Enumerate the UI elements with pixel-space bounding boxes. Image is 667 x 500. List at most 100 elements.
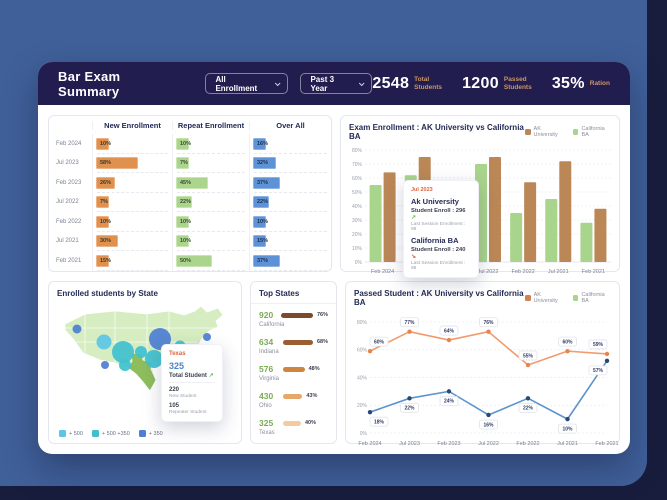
enrollment-bar[interactable]: 10% xyxy=(176,235,191,248)
period-filter-value: Past 3 Year xyxy=(310,74,335,93)
state-bubble[interactable] xyxy=(112,341,134,363)
trend-down-icon: ↘ xyxy=(411,254,417,260)
svg-text:77%: 77% xyxy=(404,320,415,326)
table-cell: 16% xyxy=(249,134,331,154)
enrollment-bar[interactable]: 10% xyxy=(176,137,191,150)
period-filter-dropdown[interactable]: Past 3 Year xyxy=(300,73,373,94)
map-legend-label: + 500 +350 xyxy=(101,430,130,437)
state-bubble[interactable] xyxy=(101,361,109,369)
enrollment-filter-dropdown[interactable]: All Enrollment xyxy=(205,73,289,94)
table-cell: 30% xyxy=(92,231,172,251)
svg-text:60%: 60% xyxy=(562,339,573,345)
top-state-item: 325 40% Texas xyxy=(259,418,328,436)
row-label: Feb 2021 xyxy=(56,257,82,264)
legend-item-california-ba[interactable]: California BA xyxy=(572,292,611,304)
legend-item-ak-university[interactable]: AK University xyxy=(525,292,564,304)
enrollment-bar[interactable]: 26% xyxy=(96,176,115,189)
svg-text:0%: 0% xyxy=(355,260,363,266)
enrollment-bar[interactable]: 10% xyxy=(96,215,111,228)
top-state-item: 430 43% Ohio xyxy=(259,391,328,409)
row-label: Jul 2022 xyxy=(56,199,79,206)
enrollment-bar[interactable]: 22% xyxy=(253,196,269,209)
enrollment-bar[interactable]: 32% xyxy=(253,157,277,170)
table-row: Feb 2022 10% 10% 10% xyxy=(49,212,331,232)
chevron-down-icon xyxy=(274,80,281,86)
svg-text:Jul 2022: Jul 2022 xyxy=(478,269,499,275)
svg-text:40%: 40% xyxy=(357,375,368,381)
state-pct-label: 40% xyxy=(305,420,317,426)
enrollment-bar[interactable]: 22% xyxy=(176,196,192,209)
enrollment-table-header: New Enrollment Repeat Enrollment Over Al… xyxy=(49,116,331,134)
trend-up-icon: ↗ xyxy=(208,373,214,379)
enrollment-bar[interactable]: 58% xyxy=(96,157,138,170)
table-row: Feb 2023 26% 45% 37% xyxy=(49,173,331,193)
state-bubble[interactable] xyxy=(135,346,147,358)
enrollment-bar[interactable]: 37% xyxy=(253,254,280,267)
legend-item-california-ba[interactable]: California BA xyxy=(572,126,611,138)
enrolled-by-state-panel: Enrolled students by State Texas 325 Tot… xyxy=(48,281,242,444)
ration-value: 35% xyxy=(551,74,585,92)
table-cell: 15% xyxy=(92,251,172,271)
passed-chart-title: Passed Student : AK University vs Califo… xyxy=(354,289,524,307)
enrollment-bar[interactable]: 7% xyxy=(176,157,189,170)
row-label: Jul 2021 xyxy=(56,238,79,245)
enrollment-bar[interactable]: 50% xyxy=(176,254,212,267)
state-bubble[interactable] xyxy=(203,333,211,341)
state-bubble[interactable] xyxy=(145,350,163,368)
svg-text:Feb 2023: Feb 2023 xyxy=(437,441,460,447)
state-pct-label: 76% xyxy=(316,312,328,318)
table-cell: 10% xyxy=(172,231,249,251)
bubble-size-swatch-icon xyxy=(59,430,66,437)
legend-item-ak-university[interactable]: AK University xyxy=(525,126,564,138)
svg-text:22%: 22% xyxy=(404,406,415,412)
top-state-item: 576 48% Virginia xyxy=(259,364,328,382)
tooltip-state-name: Texas xyxy=(169,351,186,357)
svg-text:60%: 60% xyxy=(357,348,368,354)
svg-text:Feb 2022: Feb 2022 xyxy=(512,269,535,275)
enrollment-bar[interactable]: 37% xyxy=(253,176,280,189)
state-pct-label: 48% xyxy=(308,366,320,372)
exam-chart-legend: AK University California BA xyxy=(525,126,611,138)
top-states-panel: Top States 920 76% California 634 68% Indiana… xyxy=(250,281,337,444)
state-name: Ohio xyxy=(259,403,272,409)
bubble-size-swatch-icon xyxy=(91,430,99,437)
tooltip-last-session: Last Session Enrollment : 98 xyxy=(411,261,466,271)
state-pct-bar xyxy=(282,339,313,345)
top-states-title: Top States xyxy=(259,289,300,298)
dashboard-header: Bar Exam Summary All Enrollment Past 3 Y… xyxy=(38,62,630,105)
tooltip-repeater-label: Repeater Student xyxy=(169,410,207,415)
state-bubble[interactable] xyxy=(72,324,82,334)
top-state-item: 920 76% California xyxy=(259,310,328,328)
enrollment-bar[interactable]: 15% xyxy=(96,254,111,267)
tooltip-university-name: California BA xyxy=(411,236,459,245)
table-cell: 22% xyxy=(172,192,249,212)
svg-text:57%: 57% xyxy=(593,368,604,374)
chevron-down-icon xyxy=(358,80,364,86)
tooltip-enroll-value: Student Enroll : 296 xyxy=(411,208,466,214)
state-name: Indiana xyxy=(259,349,279,355)
svg-text:0%: 0% xyxy=(360,431,368,437)
svg-text:Feb 2021: Feb 2021 xyxy=(595,441,618,447)
enrollment-bar[interactable]: 10% xyxy=(176,215,191,228)
state-bubble[interactable] xyxy=(119,359,131,371)
enrollment-bar[interactable]: 7% xyxy=(96,196,109,209)
tooltip-total-label: Total Student xyxy=(169,373,207,379)
enrollment-bar[interactable]: 16% xyxy=(253,137,268,150)
svg-text:Feb 2021: Feb 2021 xyxy=(582,269,605,275)
passed-student-line-chart[interactable]: 0% 20% 40% 60% 80% Feb 2024 Jul 2023 Feb 2023 Ju… xyxy=(346,310,619,449)
enrollment-bar[interactable]: 30% xyxy=(96,235,118,248)
passed-student-panel: Passed Student : AK University vs Califo… xyxy=(345,281,620,447)
svg-text:80%: 80% xyxy=(357,320,368,326)
enrollment-bar[interactable]: 10% xyxy=(253,215,268,228)
enrollment-bar[interactable]: 45% xyxy=(176,176,209,189)
enrollment-bar[interactable]: 15% xyxy=(253,235,268,248)
table-row: Jul 2022 7% 22% 22% xyxy=(49,192,331,212)
table-cell: 7% xyxy=(172,153,249,173)
exam-enrollment-bar-chart[interactable]: 0% 10% 20% 30% 40% 50% 60% 70% 80% Feb 2024 Jul 20… xyxy=(341,144,619,277)
svg-text:Jul 2022: Jul 2022 xyxy=(478,441,499,447)
map-legend-item: + 500 xyxy=(59,430,83,437)
svg-text:Feb 2024: Feb 2024 xyxy=(358,441,381,447)
state-bubble[interactable] xyxy=(96,334,112,350)
stat-total-students: 2548 Total Students xyxy=(372,75,442,93)
enrollment-bar[interactable]: 10% xyxy=(96,137,111,150)
